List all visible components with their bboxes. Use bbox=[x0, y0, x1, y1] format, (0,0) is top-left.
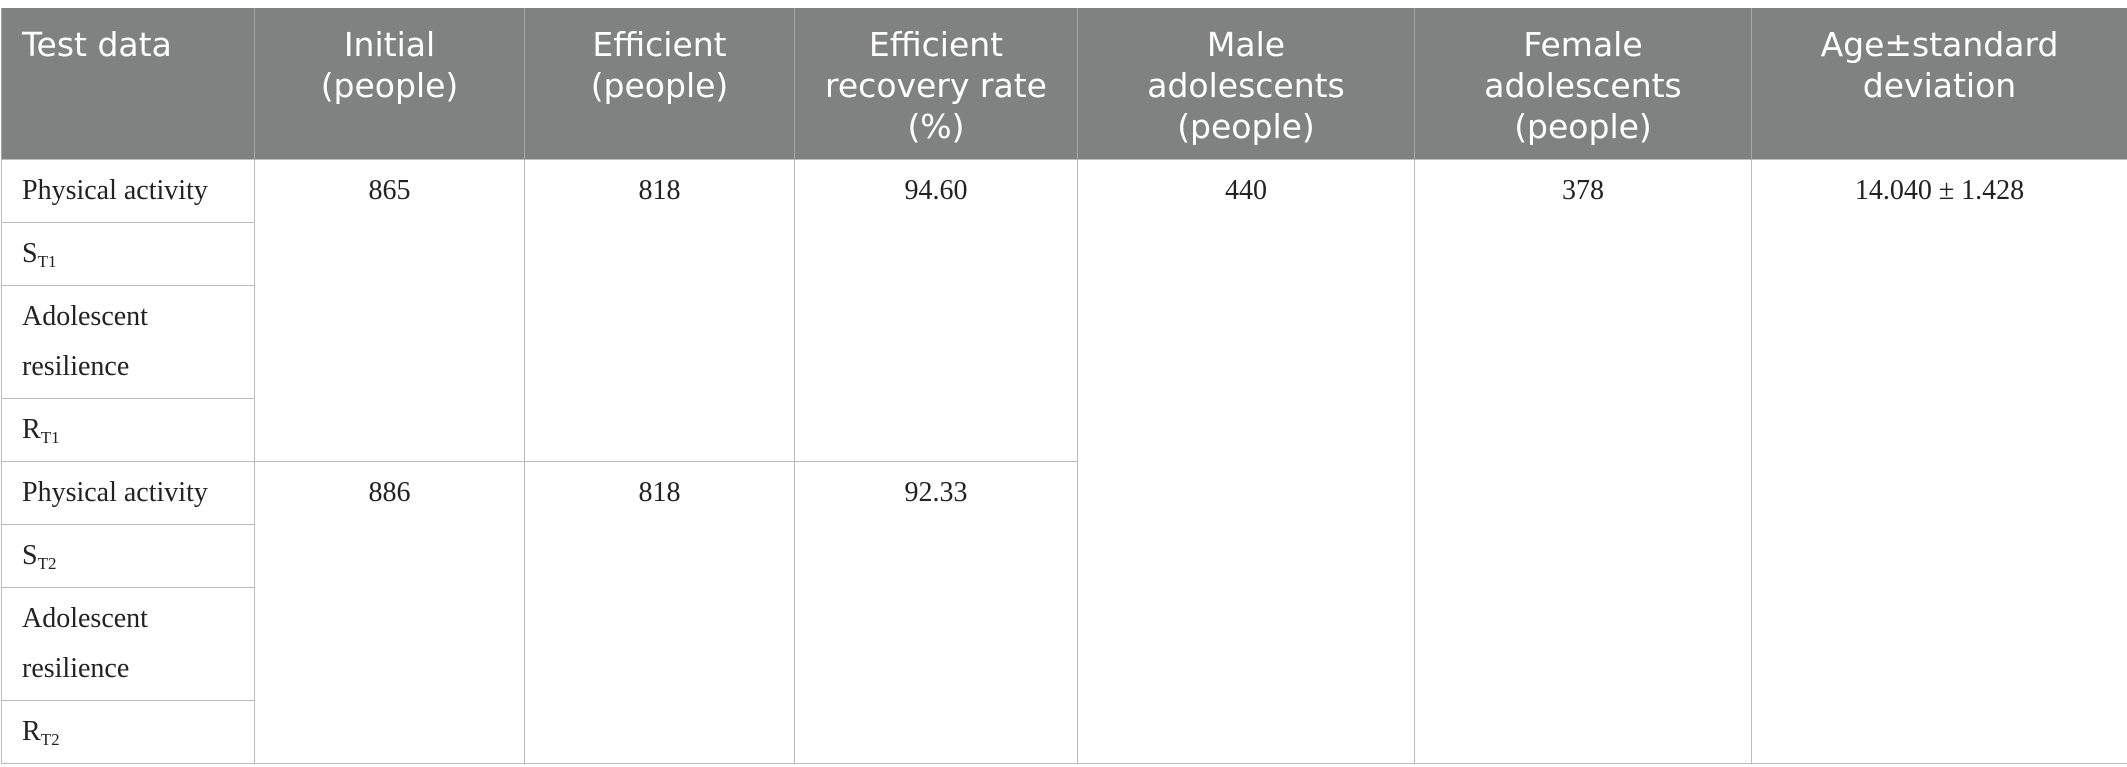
row-label: RT1 bbox=[1, 398, 255, 462]
header-age: Age±standard deviation bbox=[1751, 8, 2127, 160]
recovery-rate-cell: 92.33 bbox=[794, 461, 1078, 764]
efficient-cell: 818 bbox=[524, 461, 795, 764]
header-recovery-rate: Efficient recovery rate (%) bbox=[794, 8, 1078, 160]
table-row: ST2 bbox=[1, 524, 2127, 588]
table-row: Adolescent resilience bbox=[1, 285, 2127, 399]
row-label-sub: T2 bbox=[40, 730, 60, 749]
row-label-sub: T2 bbox=[37, 554, 57, 573]
row-label-main: S bbox=[22, 238, 38, 269]
table-row: RT2 bbox=[1, 700, 2127, 764]
row-label: Physical activity bbox=[1, 461, 255, 525]
age-cell: 14.040 ± 1.428 bbox=[1751, 159, 2127, 764]
row-label: Adolescent resilience bbox=[1, 285, 255, 399]
initial-cell: 886 bbox=[254, 461, 525, 764]
initial-cell: 865 bbox=[254, 159, 525, 462]
table-row: ST1 bbox=[1, 222, 2127, 286]
header-initial: Initial (people) bbox=[254, 8, 525, 160]
header-row: Test data Initial (people) Efficient (peop… bbox=[1, 8, 2127, 160]
recovery-rate-cell: 94.60 bbox=[794, 159, 1078, 462]
row-label-main: S bbox=[22, 540, 38, 571]
row-label-sub: T1 bbox=[40, 428, 60, 447]
table-row: RT1 bbox=[1, 398, 2127, 462]
row-label: Physical activity bbox=[1, 159, 255, 223]
table-row: Physical activity 865 818 94.60 440 378 … bbox=[1, 159, 2127, 764]
male-cell: 440 bbox=[1077, 159, 1415, 764]
female-cell: 378 bbox=[1414, 159, 1752, 764]
header-female: Female adolescents (people) bbox=[1414, 8, 1752, 160]
efficient-cell: 818 bbox=[524, 159, 795, 462]
row-label: RT2 bbox=[1, 700, 255, 764]
header-efficient: Efficient (people) bbox=[524, 8, 795, 160]
header-male: Male adolescents (people) bbox=[1077, 8, 1415, 160]
row-label-main: R bbox=[22, 414, 41, 445]
table-row: Adolescent resilience bbox=[1, 587, 2127, 701]
row-label-sub: T1 bbox=[37, 252, 57, 271]
header-test-data: Test data bbox=[1, 8, 255, 160]
table-row: Physical activity 886 818 92.33 bbox=[1, 461, 2127, 764]
row-label: ST2 bbox=[1, 524, 255, 588]
row-label: ST1 bbox=[1, 222, 255, 286]
row-label: Adolescent resilience bbox=[1, 587, 255, 701]
row-label-main: R bbox=[22, 716, 41, 747]
data-table: Test data Initial (people) Efficient (peop… bbox=[1, 8, 2127, 764]
